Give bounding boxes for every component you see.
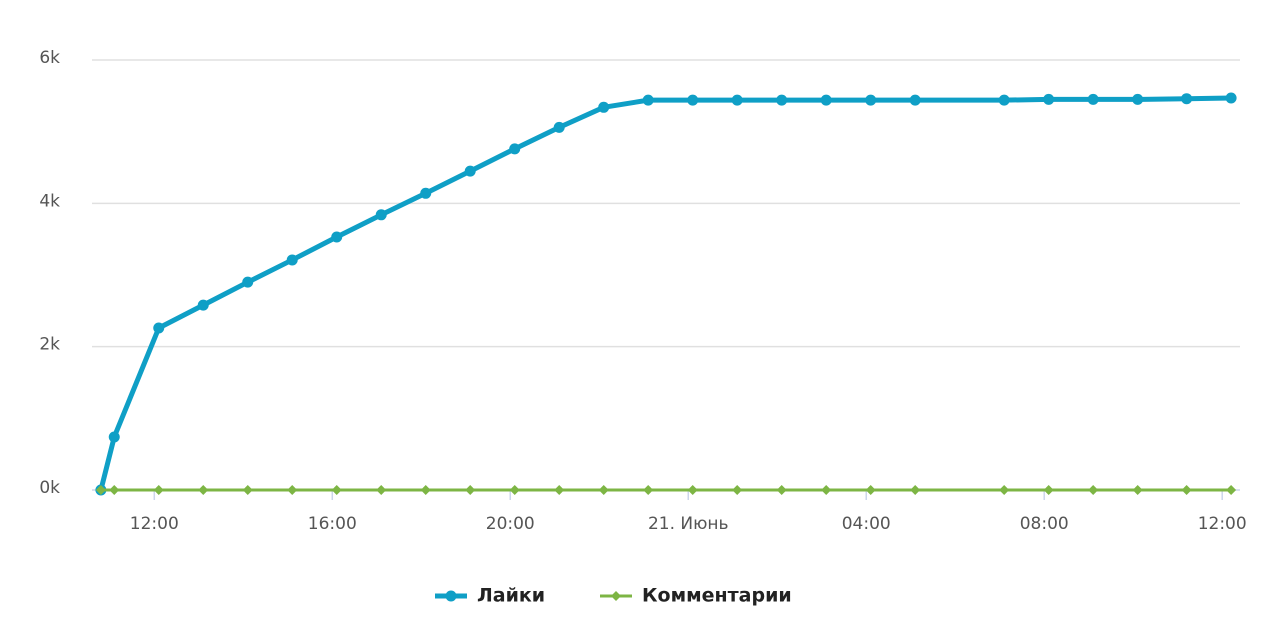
point xyxy=(242,485,253,495)
point xyxy=(554,485,565,495)
y-tick-label: 2k xyxy=(39,335,60,355)
point xyxy=(109,485,120,495)
x-tick-label: 16:00 xyxy=(308,514,357,534)
point xyxy=(1088,485,1099,495)
legend-label[interactable]: Комментарии xyxy=(642,585,792,607)
point xyxy=(331,485,342,495)
point xyxy=(1043,93,1055,105)
point xyxy=(420,485,431,495)
point xyxy=(1132,93,1144,105)
point xyxy=(242,276,254,288)
point xyxy=(420,187,432,199)
point xyxy=(286,254,298,266)
point xyxy=(598,485,609,495)
x-tick-label: 20:00 xyxy=(486,514,535,534)
x-tick-label: 08:00 xyxy=(1020,514,1069,534)
point xyxy=(909,94,921,106)
point xyxy=(287,485,298,495)
point xyxy=(1087,93,1099,105)
point xyxy=(821,485,832,495)
point xyxy=(553,121,565,133)
point xyxy=(820,94,832,106)
point xyxy=(865,94,877,106)
legend-marker xyxy=(445,590,457,602)
point xyxy=(731,94,743,106)
point xyxy=(1226,485,1237,495)
point xyxy=(642,94,654,106)
point xyxy=(732,485,743,495)
point xyxy=(197,299,209,311)
y-tick-label: 4k xyxy=(39,191,60,211)
point xyxy=(331,231,343,243)
point xyxy=(998,94,1010,106)
point xyxy=(1181,485,1192,495)
point xyxy=(108,431,120,443)
point xyxy=(687,485,698,495)
point xyxy=(375,209,387,221)
point xyxy=(509,143,521,155)
point xyxy=(198,485,209,495)
point xyxy=(687,94,699,106)
x-tick-label: 12:00 xyxy=(1198,514,1247,534)
y-tick-label: 6k xyxy=(39,48,60,68)
x-tick-label: 04:00 xyxy=(842,514,891,534)
point xyxy=(1225,92,1237,104)
point xyxy=(1181,93,1193,105)
point xyxy=(1132,485,1143,495)
point xyxy=(776,485,787,495)
point xyxy=(95,485,106,495)
point xyxy=(776,94,788,106)
legend-marker xyxy=(611,591,621,601)
y-tick-label: 0k xyxy=(39,478,60,498)
x-tick-label: 12:00 xyxy=(130,514,179,534)
point xyxy=(999,485,1010,495)
point xyxy=(910,485,921,495)
point xyxy=(153,322,165,334)
point xyxy=(1043,485,1054,495)
point xyxy=(464,165,476,177)
x-tick-label: 21. Июнь xyxy=(648,514,729,534)
point xyxy=(376,485,387,495)
point xyxy=(598,101,610,113)
point xyxy=(643,485,654,495)
point xyxy=(465,485,476,495)
series-line xyxy=(98,95,1232,491)
point xyxy=(153,485,164,495)
legend-label[interactable]: Лайки xyxy=(477,585,545,607)
point xyxy=(509,485,520,495)
point xyxy=(865,485,876,495)
